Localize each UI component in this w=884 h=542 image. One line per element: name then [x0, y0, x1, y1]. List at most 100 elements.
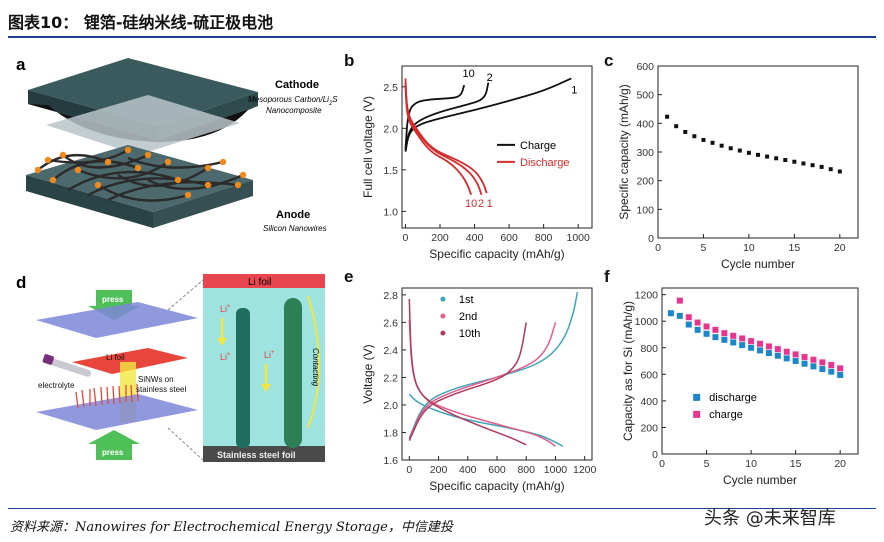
panel-c-data-point [710, 140, 715, 145]
panel-c-ytick-label: 200 [636, 176, 654, 188]
panel-c-xaxis-title: Cycle number [721, 257, 795, 271]
nanowire-tips [34, 146, 247, 199]
panel-e-panel-label: e [344, 268, 353, 286]
panel-e-xtick-label: 200 [430, 464, 448, 476]
watermark: 头条 @未来智库 [704, 508, 836, 529]
source-note: 资料来源：Nanowires for Electrochemical Energ… [10, 520, 453, 535]
panel-f-charge-point [765, 343, 772, 350]
panel-f-discharge-point [748, 344, 755, 351]
panel-c-ytick-label: 0 [648, 233, 654, 245]
panel-f-charge-point [730, 332, 737, 339]
panel-e-legend-marker-1st [440, 296, 446, 302]
panel-c-xtick-label: 5 [701, 242, 707, 254]
glass-bottom [36, 394, 198, 430]
panel-f-xtick-label: 15 [790, 458, 802, 470]
panel-c-data-point [719, 143, 724, 148]
panel-c-yaxis-title: Specific capacity (mAh/g) [617, 84, 631, 219]
footer-divider [8, 508, 876, 509]
panel-b-xtick-label: 1000 [567, 232, 591, 244]
cathode-title: Cathode [275, 79, 319, 91]
panel-b-xaxis-title: Specific capacity (mAh/g) [429, 247, 564, 261]
panel-c-data-point [701, 137, 706, 142]
panel-f-discharge-point [694, 326, 701, 333]
panel-f-xtick-label: 5 [704, 458, 710, 470]
panel-b-chart: 0 200 400 600 800 1000 1.0 1.5 2.0 2.5 Specific ca… [344, 52, 593, 261]
panel-f-ytick-label: 1200 [635, 290, 659, 302]
glass-top [36, 302, 198, 338]
panel-f-discharge-point [739, 342, 746, 349]
panel-b-ytick-label: 1.5 [383, 165, 398, 177]
panel-f-discharge-point [703, 330, 710, 337]
panel-f-legend-swatch-charge [693, 410, 701, 418]
panel-f-discharge-point [792, 358, 799, 365]
panel-f-discharge-point [667, 310, 674, 317]
panel-b-charge-cycle-2-line [404, 82, 490, 152]
sinws-label-2: stainless steel [136, 385, 186, 394]
panel-f-charge-point [694, 319, 701, 326]
panel-e-legend-1st: 1st [459, 294, 474, 306]
panel-f-panel-label: f [604, 268, 610, 286]
panel-e-xaxis-title: Specific capacity (mAh/g) [429, 479, 564, 493]
panel-f-ytick-label: 800 [640, 343, 658, 355]
panel-f-discharge-point [828, 368, 835, 375]
panel-f-discharge-point [676, 312, 683, 319]
svg-text:Li foil: Li foil [248, 277, 271, 288]
panel-e-xtick-label: 400 [459, 464, 477, 476]
panel-f-charge-point [757, 340, 763, 347]
panel-b-legend-discharge: Discharge [520, 157, 570, 169]
panel-f-discharge-point [712, 334, 719, 341]
li-ion-3: Li+ [264, 350, 275, 360]
panel-f-discharge-point [810, 363, 817, 370]
panel-e-yaxis-title: Voltage (V) [361, 344, 375, 403]
panel-e-ytick-label: 2.6 [383, 317, 398, 329]
panel-f-charge-point [792, 351, 799, 358]
panel-e-xtick-label: 1000 [544, 464, 568, 476]
panel-e-10th-discharge-line [408, 298, 527, 446]
panel-c-data-point [683, 129, 688, 134]
panel-d-label: d [16, 273, 26, 292]
panel-e-1st-discharge-line [408, 393, 564, 447]
panel-c-ytick-label: 500 [636, 90, 654, 102]
svg-text:press: press [102, 295, 124, 304]
panel-f-charge-point [810, 356, 817, 363]
panel-c-data-point [783, 158, 788, 163]
panel-b-yaxis-title: Full cell voltage (V) [361, 96, 375, 198]
panel-b-legend-charge: Charge [520, 140, 556, 152]
panel-f-xtick-label: 20 [834, 458, 846, 470]
panel-f-ytick-label: 0 [652, 449, 658, 461]
panel-b-xtick-label: 600 [500, 232, 518, 244]
panel-c-xtick-label: 15 [789, 242, 801, 254]
panel-f-charge-point [828, 362, 835, 369]
sinws-label-1: SiNWs on [138, 375, 174, 384]
panel-b-discharge-label-1: 1 [487, 198, 493, 210]
panel-c-xtick-label: 10 [743, 242, 755, 254]
panel-b-ytick-label: 2.5 [383, 82, 398, 94]
panel-b-plot-frame [401, 65, 593, 229]
panel-e-xtick-label: 600 [488, 464, 506, 476]
panel-f-legend-discharge: discharge [709, 392, 757, 404]
press-arrow-bottom: press [88, 430, 140, 460]
panel-e-plot-frame [401, 287, 593, 461]
panel-b-xtick-label: 0 [403, 232, 409, 244]
panel-c-data-point [674, 124, 679, 129]
panel-f-discharge-point [765, 350, 772, 357]
cathode-material: Mesoporous Carbon/Li2S [248, 95, 338, 107]
panel-f-plot-frame [661, 287, 859, 455]
glass-top-label: glass [38, 332, 60, 342]
panel-c-data-point [819, 164, 824, 169]
anode-material: Silicon Nanowires [263, 224, 327, 233]
panel-c-data-point [801, 161, 806, 166]
panel-f-discharge-point [757, 347, 763, 354]
panel-e-xtick-label: 800 [517, 464, 535, 476]
panel-f-charge-point [774, 346, 781, 353]
panel-f-charge-point [721, 330, 728, 337]
panel-e-legend-2nd: 2nd [459, 311, 477, 323]
svg-text:Contacting: Contacting [311, 348, 320, 387]
panel-b-charge-label-1: 1 [571, 84, 577, 96]
panel-f-discharge-point [801, 360, 808, 367]
panel-f-charge-point [748, 338, 755, 345]
sinws-on-steel [75, 383, 139, 409]
electrolyte-label: electrolyte [38, 381, 75, 390]
panel-f-charge-point [712, 326, 719, 333]
panel-f-charge-point [703, 323, 710, 330]
